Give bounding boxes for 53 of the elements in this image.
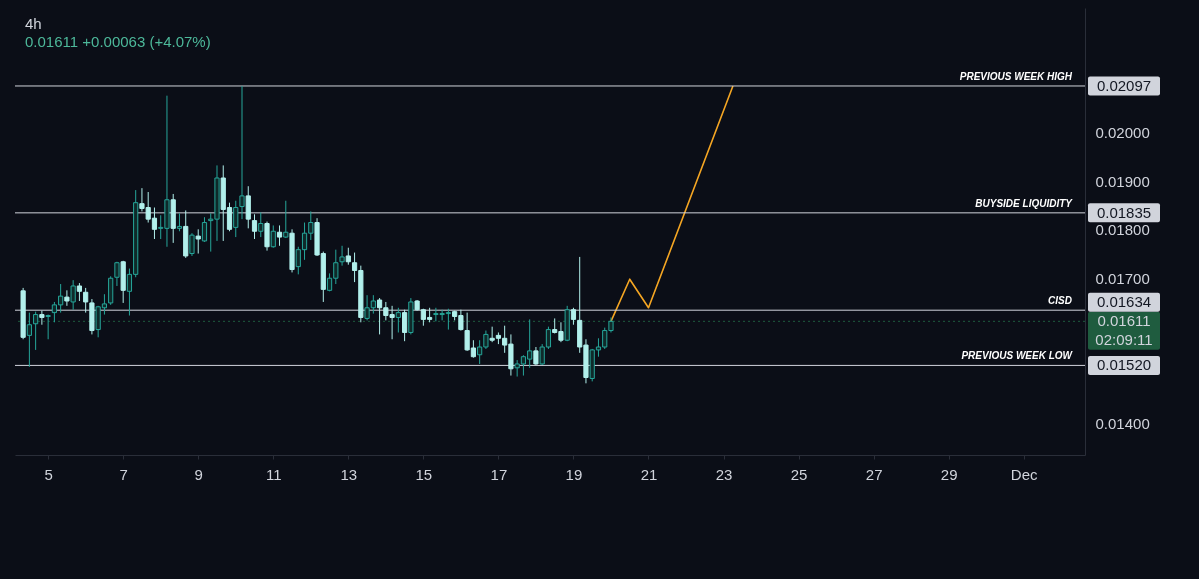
x-tick-label: 27 bbox=[865, 465, 883, 483]
y-tick-label: 0.01900 bbox=[1095, 172, 1150, 190]
x-tick-label: 13 bbox=[340, 465, 358, 483]
candlestick bbox=[39, 310, 45, 326]
candlestick bbox=[64, 289, 70, 307]
text: 0.01520 bbox=[1096, 356, 1152, 374]
x-tick-label: Dec bbox=[1010, 465, 1039, 483]
candlestick bbox=[339, 245, 345, 267]
y-tick-label: 0.01700 bbox=[1095, 269, 1150, 287]
text: 0.01835 bbox=[1096, 203, 1152, 221]
candlestick bbox=[114, 261, 120, 287]
candlestick bbox=[45, 314, 51, 340]
x-tick-label: 29 bbox=[940, 465, 958, 483]
candlestick bbox=[195, 228, 201, 255]
text: 0.01611 +0.00063 (+4.07%) bbox=[25, 33, 211, 50]
x-tick-label: 9 bbox=[194, 465, 203, 483]
text: 0.01611 bbox=[1097, 312, 1151, 330]
x-tick-label: 7 bbox=[119, 465, 128, 483]
x-tick-label: 15 bbox=[415, 465, 433, 483]
text: 0.02097 bbox=[1096, 76, 1152, 94]
candlestick bbox=[245, 185, 251, 229]
candlestick bbox=[283, 200, 289, 239]
chart-title: 4h bbox=[25, 15, 42, 32]
candlestick bbox=[402, 309, 408, 342]
y-tick-label: 0.01400 bbox=[1095, 415, 1150, 433]
x-tick-label: 23 bbox=[715, 465, 733, 483]
candlestick bbox=[201, 216, 208, 243]
x-tick-label: 5 bbox=[44, 465, 53, 483]
ref-line-label: BUYSIDE LIQUIDITY bbox=[975, 197, 1074, 209]
candlestick bbox=[395, 307, 401, 333]
ref-line-label: PREVIOUS WEEK LOW bbox=[961, 350, 1074, 362]
candlestick bbox=[33, 311, 39, 351]
y-tick-label: 0.01800 bbox=[1095, 221, 1150, 239]
x-tick-label: 11 bbox=[265, 465, 282, 483]
candlestick bbox=[233, 200, 239, 238]
candlestick bbox=[258, 211, 264, 238]
x-tick-label: 25 bbox=[790, 465, 808, 483]
candlestick bbox=[276, 224, 283, 247]
candlestick bbox=[270, 224, 276, 249]
candlestick bbox=[251, 213, 258, 240]
ref-line-label: PREVIOUS WEEK HIGH bbox=[959, 70, 1073, 82]
candlestick bbox=[239, 85, 245, 220]
ref-line-label: CISD bbox=[1048, 295, 1072, 307]
text: 0.01634 bbox=[1096, 293, 1152, 311]
ref-line-label: 02:09:11 bbox=[1095, 331, 1153, 349]
x-tick-label: 21 bbox=[640, 465, 658, 483]
x-tick-label: 19 bbox=[565, 465, 583, 483]
candlestick bbox=[26, 312, 32, 368]
candlestick bbox=[264, 221, 270, 252]
candlestick bbox=[70, 279, 76, 311]
candlestick bbox=[189, 232, 195, 257]
y-tick-label: 0.02000 bbox=[1095, 124, 1150, 142]
x-tick-label: 17 bbox=[490, 465, 508, 483]
